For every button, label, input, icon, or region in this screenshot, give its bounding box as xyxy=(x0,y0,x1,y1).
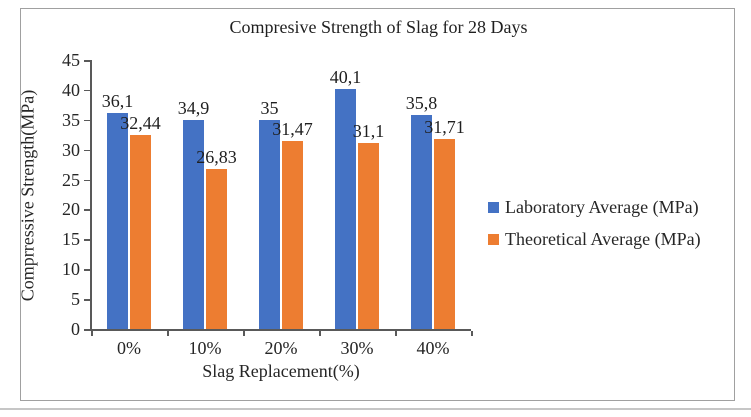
x-tick xyxy=(395,330,397,336)
y-tick xyxy=(84,60,90,62)
y-tick xyxy=(84,149,90,152)
bar-value-label: 34,9 xyxy=(177,98,210,119)
bar-laboratory-10% xyxy=(183,120,204,329)
y-tick xyxy=(84,299,90,301)
bar-value-label: 32,44 xyxy=(120,113,161,134)
bar-theoretical-20% xyxy=(282,140,303,329)
y-tick-label: 35 xyxy=(62,109,80,130)
legend-label-laboratory: Laboratory Average (MPa) xyxy=(505,197,699,217)
y-tick-label: 45 xyxy=(62,50,80,70)
y-tick-label: 40 xyxy=(62,79,80,100)
y-tick-label: 0 xyxy=(71,319,80,339)
y-tick-label: 10 xyxy=(62,259,80,280)
y-tick-label: 15 xyxy=(62,229,80,250)
y-tick xyxy=(84,209,90,211)
legend-item-theoretical: Theoretical Average (MPa) xyxy=(488,229,701,250)
bar-value-label: 31,71 xyxy=(424,117,465,138)
y-tick-label: 30 xyxy=(62,139,80,160)
legend-item-laboratory: Laboratory Average (MPa) xyxy=(488,197,701,218)
bar-theoretical-0% xyxy=(130,135,151,329)
x-tick xyxy=(319,330,321,336)
x-axis-title: Slag Replacement(%) xyxy=(202,361,360,381)
x-tick xyxy=(471,330,473,336)
y-tick xyxy=(84,269,90,271)
y-tick xyxy=(84,119,90,122)
bar-laboratory-40% xyxy=(411,114,432,329)
bar-value-label: 31,47 xyxy=(272,118,313,139)
bar-theoretical-10% xyxy=(206,168,227,329)
bar-theoretical-40% xyxy=(434,139,455,329)
x-tick xyxy=(243,330,245,336)
y-tick xyxy=(84,179,90,182)
x-tick-label: 10% xyxy=(188,338,222,358)
chart-title: Compresive Strength of Slag for 28 Days xyxy=(229,17,528,37)
bar-laboratory-0% xyxy=(107,113,128,329)
bar-laboratory-20% xyxy=(259,119,280,329)
bottom-border-line xyxy=(0,408,751,410)
legend-swatch-laboratory xyxy=(488,202,499,213)
x-axis-line xyxy=(90,329,471,331)
legend: Laboratory Average (MPa) Theoretical Ave… xyxy=(488,197,701,261)
legend-swatch-theoretical xyxy=(488,234,499,245)
x-tick-label: 40% xyxy=(416,338,450,358)
y-tick-label: 25 xyxy=(62,169,80,190)
x-tick xyxy=(167,330,169,336)
y-tick xyxy=(84,329,90,331)
bar-value-label: 35 xyxy=(260,97,279,118)
bar-laboratory-30% xyxy=(335,89,356,329)
x-tick xyxy=(91,330,93,336)
x-tick-label: 20% xyxy=(264,338,298,358)
y-tick-label: 5 xyxy=(71,289,80,310)
bar-value-label: 31,1 xyxy=(352,121,385,142)
y-tick xyxy=(84,89,90,92)
bar-theoretical-30% xyxy=(358,143,379,329)
bar-value-label: 35,8 xyxy=(405,92,438,113)
y-tick xyxy=(84,239,90,241)
y-axis-line xyxy=(90,60,92,331)
bar-value-label: 40,1 xyxy=(329,67,362,88)
x-tick-label: 0% xyxy=(117,338,141,358)
legend-label-theoretical: Theoretical Average (MPa) xyxy=(505,229,701,249)
y-tick-label: 20 xyxy=(62,199,80,220)
bar-value-label: 26,83 xyxy=(196,146,237,167)
bar-value-label: 36,1 xyxy=(101,91,134,112)
x-tick-label: 30% xyxy=(340,338,374,358)
